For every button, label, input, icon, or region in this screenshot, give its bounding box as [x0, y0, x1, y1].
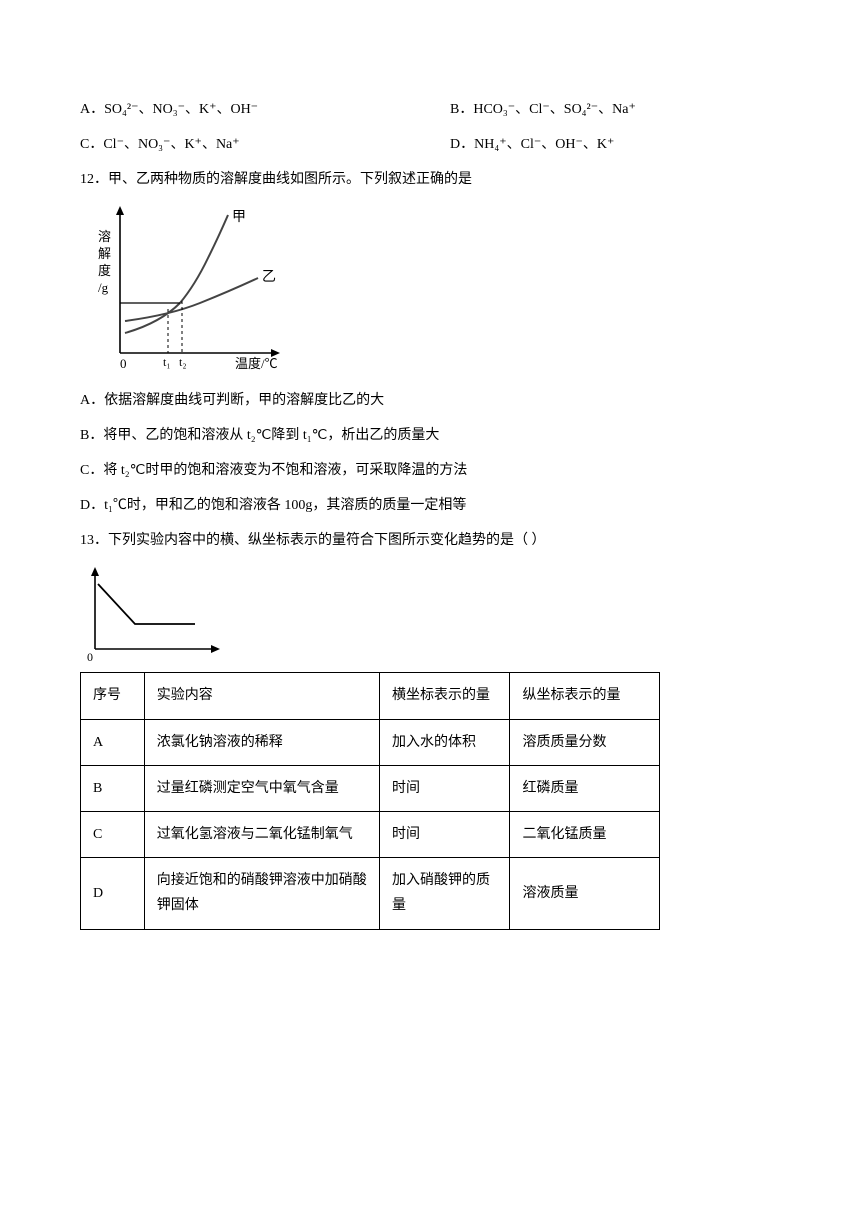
- cell: A: [81, 719, 145, 765]
- th-x: 横坐标表示的量: [380, 673, 510, 719]
- q12-option-d: D．t₁℃时，甲和乙的饱和溶液各 100g，其溶质的质量一定相等: [80, 491, 780, 522]
- svg-text:0: 0: [87, 650, 93, 664]
- q11-option-b: B．HCO₃⁻、Cl⁻、SO₄²⁻、Na⁺: [450, 95, 780, 126]
- cell: 红磷质量: [510, 765, 660, 811]
- th-seq: 序号: [81, 673, 145, 719]
- q13-stem: 13．下列实验内容中的横、纵坐标表示的量符合下图所示变化趋势的是（ ）: [80, 526, 780, 557]
- svg-text:t₁: t₁: [163, 355, 171, 369]
- cell: D: [81, 858, 145, 929]
- svg-text:温度/℃: 温度/℃: [235, 356, 278, 371]
- cell: 溶液质量: [510, 858, 660, 929]
- cell: 过氧化氢溶液与二氧化锰制氧气: [144, 811, 379, 857]
- cell: 加入硝酸钾的质量: [380, 858, 510, 929]
- cell: 二氧化锰质量: [510, 811, 660, 857]
- table-row: C 过氧化氢溶液与二氧化锰制氧气 时间 二氧化锰质量: [81, 811, 660, 857]
- svg-text:甲: 甲: [232, 210, 246, 225]
- cell: 向接近饱和的硝酸钾溶液中加硝酸钾固体: [144, 858, 379, 929]
- q11-options-row1: A．SO₄²⁻、NO₃⁻、K⁺、OH⁻ B．HCO₃⁻、Cl⁻、SO₄²⁻、Na…: [80, 95, 780, 126]
- q11-options-row2: C．Cl⁻、NO₃⁻、K⁺、Na⁺ D．NH₄⁺、Cl⁻、OH⁻、K⁺: [80, 130, 780, 161]
- cell: 时间: [380, 765, 510, 811]
- table-row: D 向接近饱和的硝酸钾溶液中加硝酸钾固体 加入硝酸钾的质量 溶液质量: [81, 858, 660, 929]
- svg-text:0: 0: [120, 356, 127, 371]
- q11-option-c: C．Cl⁻、NO₃⁻、K⁺、Na⁺: [80, 130, 410, 161]
- q11-option-a: A．SO₄²⁻、NO₃⁻、K⁺、OH⁻: [80, 95, 410, 126]
- q13-trend-chart: 0: [80, 564, 230, 664]
- cell: 溶质质量分数: [510, 719, 660, 765]
- q12-option-b: B．将甲、乙的饱和溶液从 t₂℃降到 t₁℃，析出乙的质量大: [80, 421, 780, 452]
- table-header-row: 序号 实验内容 横坐标表示的量 纵坐标表示的量: [81, 673, 660, 719]
- svg-text:溶: 溶: [98, 229, 111, 244]
- q12-option-a: A．依据溶解度曲线可判断，甲的溶解度比乙的大: [80, 386, 780, 417]
- cell: 时间: [380, 811, 510, 857]
- cell: B: [81, 765, 145, 811]
- svg-text:度: 度: [98, 263, 111, 278]
- svg-text:乙: 乙: [262, 269, 276, 285]
- svg-text:/g: /g: [98, 280, 109, 295]
- svg-text:解: 解: [98, 246, 111, 261]
- q13-table: 序号 实验内容 横坐标表示的量 纵坐标表示的量 A 浓氯化钠溶液的稀释 加入水的…: [80, 672, 660, 929]
- cell: 加入水的体积: [380, 719, 510, 765]
- q12-option-c: C．将 t₂℃时甲的饱和溶液变为不饱和溶液，可采取降温的方法: [80, 456, 780, 487]
- q11-option-d: D．NH₄⁺、Cl⁻、OH⁻、K⁺: [450, 130, 780, 161]
- cell: 浓氯化钠溶液的稀释: [144, 719, 379, 765]
- th-y: 纵坐标表示的量: [510, 673, 660, 719]
- q12-solubility-chart: 溶 解 度 /g 温度/℃ 0 甲 乙 t₁ t₂: [80, 203, 300, 378]
- th-content: 实验内容: [144, 673, 379, 719]
- cell: C: [81, 811, 145, 857]
- svg-text:t₂: t₂: [179, 355, 187, 369]
- table-row: A 浓氯化钠溶液的稀释 加入水的体积 溶质质量分数: [81, 719, 660, 765]
- table-row: B 过量红磷测定空气中氧气含量 时间 红磷质量: [81, 765, 660, 811]
- cell: 过量红磷测定空气中氧气含量: [144, 765, 379, 811]
- q12-stem: 12．甲、乙两种物质的溶解度曲线如图所示。下列叙述正确的是: [80, 165, 780, 196]
